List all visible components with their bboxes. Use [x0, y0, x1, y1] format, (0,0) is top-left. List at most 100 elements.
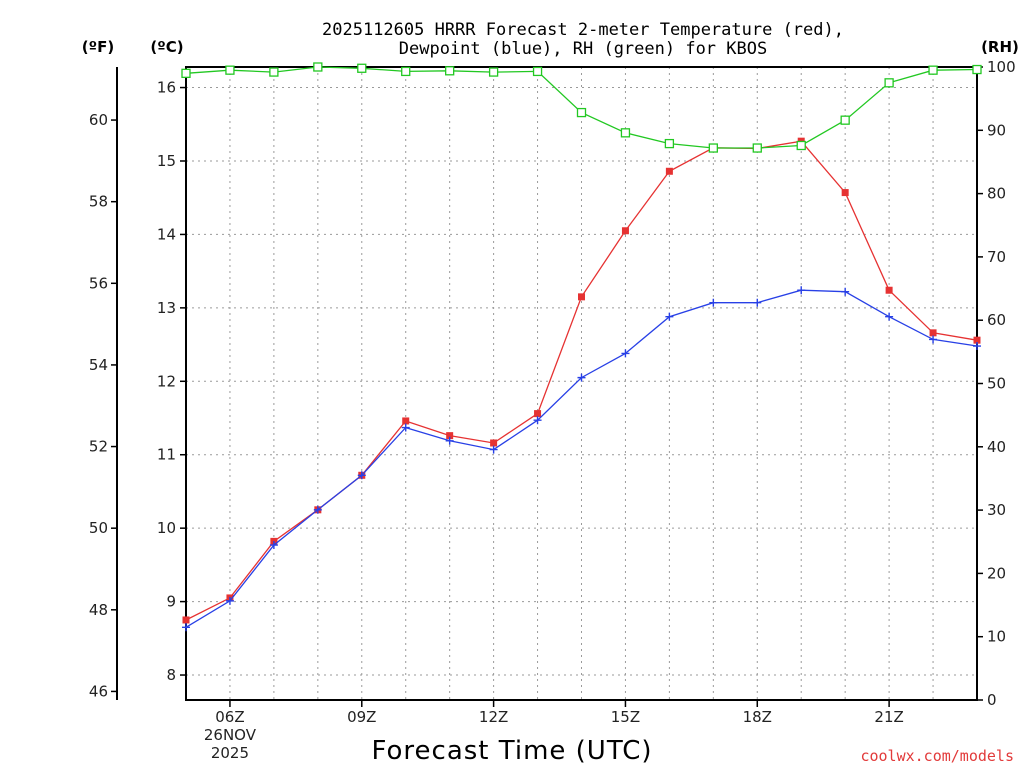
fahrenheit-tick-label: 54	[89, 356, 108, 374]
rh-unit-label: (RH)	[981, 38, 1019, 56]
dewpoint-point	[709, 298, 718, 307]
temperature-point	[182, 616, 190, 624]
gridlines	[186, 67, 977, 700]
temperature-point	[621, 227, 629, 235]
celsius-tick-label: 12	[157, 372, 176, 390]
celsius-tick-label: 15	[157, 152, 176, 170]
rh-point	[796, 140, 806, 151]
dewpoint-point	[357, 471, 366, 480]
rh-point	[532, 66, 543, 77]
dewpoint-point	[797, 286, 806, 295]
celsius-tick-label: 9	[166, 593, 176, 611]
dewpoint-point	[665, 312, 674, 321]
dewpoint-point	[533, 416, 542, 425]
dewpoint-point	[182, 623, 190, 632]
dewpoint-point	[445, 436, 454, 445]
rh-tick-label: 90	[987, 121, 1006, 139]
temperature-point	[402, 417, 410, 425]
celsius-tick-label: 16	[157, 79, 176, 97]
rh-point	[269, 67, 279, 77]
celsius-tick-label: 10	[157, 519, 176, 537]
fahrenheit-tick-label: 50	[89, 519, 108, 537]
fahrenheit-tick-label: 48	[89, 601, 108, 619]
fahrenheit-tick-label: 52	[89, 438, 108, 456]
rh-tick-label: 100	[987, 58, 1016, 76]
temperature-point	[490, 439, 498, 447]
chart-title-line-1: 2025112605 HRRR Forecast 2-meter Tempera…	[322, 20, 844, 40]
x-tick-label: 2025	[211, 744, 249, 762]
temperature-point	[929, 329, 937, 337]
rh-point	[928, 65, 938, 75]
dewpoint-point	[841, 287, 850, 296]
rh-point	[576, 107, 587, 118]
celsius-tick-label: 14	[157, 225, 176, 243]
fahrenheit-tick-label: 46	[89, 682, 108, 700]
rh-point	[620, 128, 631, 138]
fahrenheit-unit-label: (ºF)	[82, 38, 114, 56]
x-tick-label: 21Z	[874, 708, 903, 726]
dewpoint-point	[885, 312, 894, 321]
axes: 8 9 10 11 12 13 14 15 16 46 48 50 52 54 56 58 60 0 10 20 30 4…	[89, 58, 1016, 762]
x-tick-label: 26NOV	[204, 726, 257, 744]
rh-point	[664, 138, 675, 149]
rh-point	[884, 78, 894, 88]
rh-point	[357, 63, 367, 73]
data-series	[181, 62, 982, 632]
x-tick-label: 09Z	[347, 708, 376, 726]
temperature-point	[973, 336, 981, 344]
rh-point	[488, 67, 499, 77]
rh-point	[181, 68, 191, 78]
rh-point	[840, 115, 850, 125]
dewpoint-point	[577, 373, 586, 382]
rh-tick-label: 30	[987, 501, 1006, 519]
dewpoint-point	[929, 335, 938, 344]
rh-tick-label: 60	[987, 311, 1006, 329]
rh-tick-label: 20	[987, 564, 1006, 582]
rh-point	[752, 143, 762, 153]
rh-tick-label: 10	[987, 628, 1006, 646]
temperature-point	[534, 410, 542, 418]
fahrenheit-tick-label: 58	[89, 193, 108, 211]
temperature-point	[446, 432, 454, 440]
rh-point	[401, 66, 411, 77]
rh-tick-label: 0	[987, 691, 997, 709]
temperature-point	[841, 189, 849, 197]
rh-point	[972, 64, 982, 75]
x-tick-label: 15Z	[611, 708, 640, 726]
celsius-tick-label: 13	[157, 299, 176, 317]
rh-point	[708, 143, 718, 153]
x-tick-label: 18Z	[743, 708, 772, 726]
dewpoint-series	[182, 286, 981, 632]
rh-tick-label: 80	[987, 185, 1006, 203]
dewpoint-point	[489, 445, 498, 454]
celsius-unit-label: (ºC)	[150, 38, 183, 56]
dewpoint-point	[621, 349, 630, 358]
chart-title-line-2: Dewpoint (blue), RH (green) for KBOS	[399, 39, 767, 59]
dewpoint-point	[225, 596, 234, 605]
rh-tick-label: 50	[987, 375, 1006, 393]
dewpoint-point	[401, 423, 410, 432]
rh-point	[313, 62, 323, 72]
rh-series	[181, 62, 982, 153]
temperature-point	[578, 293, 585, 301]
dewpoint-point	[753, 298, 762, 307]
rh-point	[225, 65, 235, 75]
fahrenheit-tick-label: 60	[89, 111, 108, 129]
celsius-tick-label: 11	[157, 446, 176, 464]
dewpoint-point	[269, 541, 278, 550]
plot-frame	[185, 66, 978, 701]
x-tick-label: 12Z	[479, 708, 508, 726]
x-tick-label: 06Z	[215, 708, 244, 726]
x-axis-label: Forecast Time (UTC)	[371, 736, 652, 766]
fahrenheit-tick-label: 56	[89, 274, 108, 292]
temperature-point	[885, 286, 893, 294]
temperature-point	[665, 167, 673, 175]
source-credit: coolwx.com/models	[860, 747, 1014, 765]
rh-tick-label: 70	[987, 248, 1006, 266]
dewpoint-point	[313, 505, 322, 514]
rh-point	[445, 66, 455, 76]
celsius-tick-label: 8	[166, 666, 176, 684]
dewpoint-point	[973, 342, 981, 351]
rh-tick-label: 40	[987, 438, 1006, 456]
